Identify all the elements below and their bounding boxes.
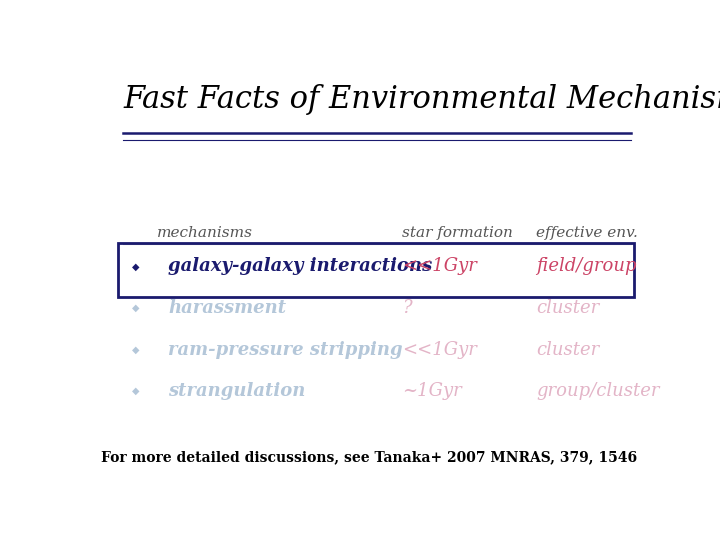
Text: mechanisms: mechanisms <box>157 226 253 240</box>
Text: cluster: cluster <box>536 299 600 317</box>
Text: For more detailed discussions, see Tanaka+ 2007 MNRAS, 379, 1546: For more detailed discussions, see Tanak… <box>101 450 637 464</box>
Text: ◆: ◆ <box>132 303 140 313</box>
Text: Fast Facts of Environmental Mechanisms: Fast Facts of Environmental Mechanisms <box>124 84 720 114</box>
Text: star formation: star formation <box>402 226 513 240</box>
Text: ram-pressure stripping: ram-pressure stripping <box>168 341 402 359</box>
Text: ◆: ◆ <box>132 345 140 355</box>
Text: harassment: harassment <box>168 299 287 317</box>
Text: field/group: field/group <box>536 258 637 275</box>
Text: group/cluster: group/cluster <box>536 382 660 400</box>
Text: ~1Gyr: ~1Gyr <box>402 382 462 400</box>
Text: <<1Gyr: <<1Gyr <box>402 341 477 359</box>
Text: ◆: ◆ <box>132 261 140 272</box>
Text: effective env.: effective env. <box>536 226 638 240</box>
Text: ◆: ◆ <box>132 386 140 396</box>
Text: <<1Gyr: <<1Gyr <box>402 258 477 275</box>
Text: cluster: cluster <box>536 341 600 359</box>
Text: ?: ? <box>402 299 412 317</box>
Text: strangulation: strangulation <box>168 382 305 400</box>
Text: galaxy-galaxy interactions: galaxy-galaxy interactions <box>168 258 433 275</box>
